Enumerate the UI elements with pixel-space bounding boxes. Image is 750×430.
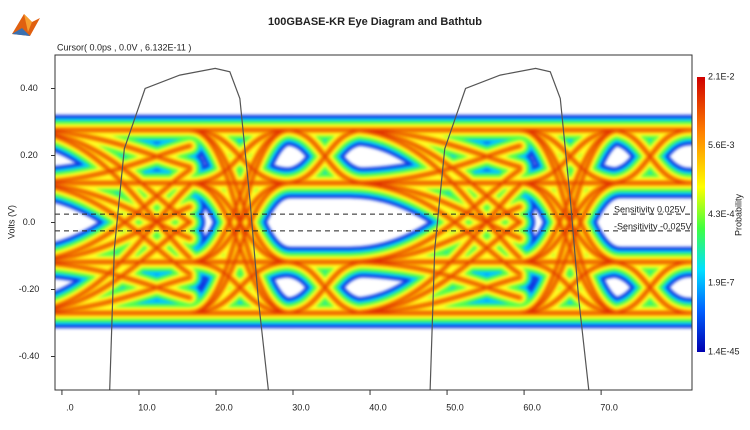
- x-tick-label: 40.0: [369, 402, 387, 412]
- heat-trace: [519, 261, 621, 314]
- x-tick-label: 30.0: [292, 402, 310, 412]
- heat-trace: [609, 129, 691, 184]
- app-logo: [12, 14, 40, 36]
- heat-trace: [519, 129, 621, 314]
- heat-trace: [55, 186, 191, 275]
- bathtub-curve: [429, 67, 590, 390]
- x-tick-label: 20.0: [215, 402, 233, 412]
- colorbar-tick-label: 1.9E-7: [708, 278, 735, 288]
- heat-trace: [55, 183, 191, 308]
- heat-trace: [189, 129, 291, 314]
- heat-trace: [189, 182, 291, 314]
- heat-trace: [55, 276, 191, 313]
- heat-trace: [55, 130, 191, 169]
- heat-trace: [55, 133, 191, 224]
- y-tick-label: -0.40: [19, 351, 40, 361]
- heat-trace: [349, 183, 521, 314]
- heat-trace: [349, 276, 521, 314]
- y-tick-label: 0.40: [20, 83, 38, 93]
- x-tick-label: 50.0: [446, 402, 464, 412]
- sensitivity-label: Sensitivity 0.025V: [614, 205, 686, 215]
- heat-trace: [349, 205, 521, 263]
- heat-trace: [349, 129, 521, 260]
- y-tick-label: 0.20: [20, 150, 38, 160]
- y-tick-label: 0.0: [23, 217, 36, 227]
- colorbar: [697, 77, 705, 352]
- heat-trace: [189, 129, 291, 263]
- heat-trace: [284, 129, 366, 184]
- heat-layer: [55, 129, 692, 314]
- heat-trace: [519, 129, 621, 184]
- x-tick-label: .0: [66, 402, 74, 412]
- colorbar-label: Probability: [733, 193, 743, 236]
- cursor-readout: Cursor( 0.0ps , 0.0V , 6.132E-11 ): [57, 42, 191, 52]
- heat-trace: [55, 221, 191, 310]
- colorbar-tick-label: 4.3E-4: [708, 209, 735, 219]
- x-tick-label: 10.0: [138, 402, 156, 412]
- bathtub-curve: [109, 67, 269, 390]
- eye-heatmap: [55, 115, 692, 328]
- colorbar-tick-label: 1.4E-45: [708, 346, 740, 356]
- heat-trace: [519, 182, 621, 314]
- chart-title: 100GBASE-KR Eye Diagram and Bathtub: [268, 16, 482, 28]
- plot-marks: [55, 67, 692, 390]
- colorbar-tick-label: 2.1E-2: [708, 71, 735, 81]
- heat-trace: [189, 129, 291, 184]
- sensitivity-label: -Sensitivity -0.025V: [614, 221, 692, 231]
- heat-trace: [349, 129, 521, 169]
- heat-trace: [349, 144, 521, 184]
- heat-trace: [284, 261, 366, 314]
- colorbar-tick-label: 5.6E-3: [708, 140, 735, 150]
- heat-trace: [349, 182, 521, 275]
- x-tick-label: 60.0: [523, 402, 541, 412]
- heat-trace: [349, 221, 521, 314]
- heat-trace: [55, 205, 191, 261]
- y-axis-label: Volts (V): [6, 205, 16, 239]
- heat-trace: [55, 135, 191, 260]
- heat-trace: [609, 261, 691, 314]
- heat-trace: [55, 168, 191, 259]
- x-tick-label: 70.0: [600, 402, 618, 412]
- heat-trace: [189, 261, 291, 314]
- heat-trace: [55, 144, 191, 183]
- heat-trace: [349, 168, 521, 263]
- y-tick-label: -0.20: [19, 284, 40, 294]
